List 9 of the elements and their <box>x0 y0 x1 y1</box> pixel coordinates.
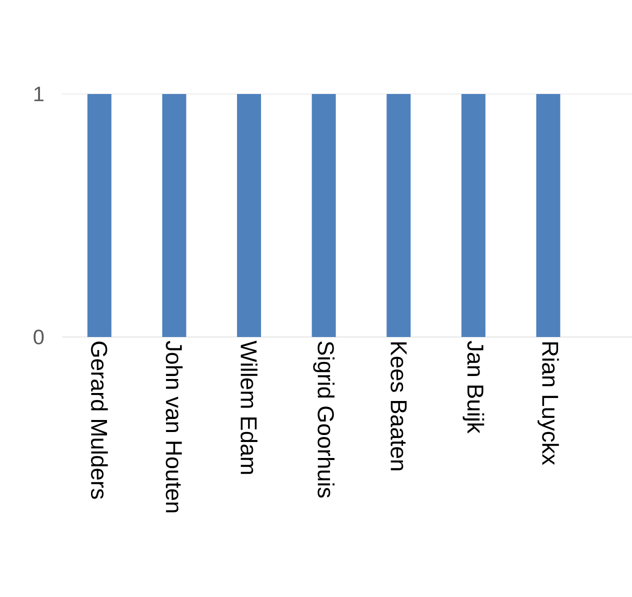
y-tick-label: 1 <box>34 86 44 102</box>
x-tick-label: Kees Baaten <box>390 342 407 470</box>
x-tick-label: Sigrid Goorhuis <box>313 342 335 498</box>
x-tick-label: Rian Luyckx <box>538 342 559 466</box>
x-tick-label: Jan Buijk <box>462 340 484 434</box>
x-tick-label: John van Houten <box>166 340 183 512</box>
x-tick-label: Willem Edam <box>240 340 258 474</box>
x-tick-label: Gerard Mulders <box>91 342 108 499</box>
y-tick-label: 0 <box>34 330 44 344</box>
